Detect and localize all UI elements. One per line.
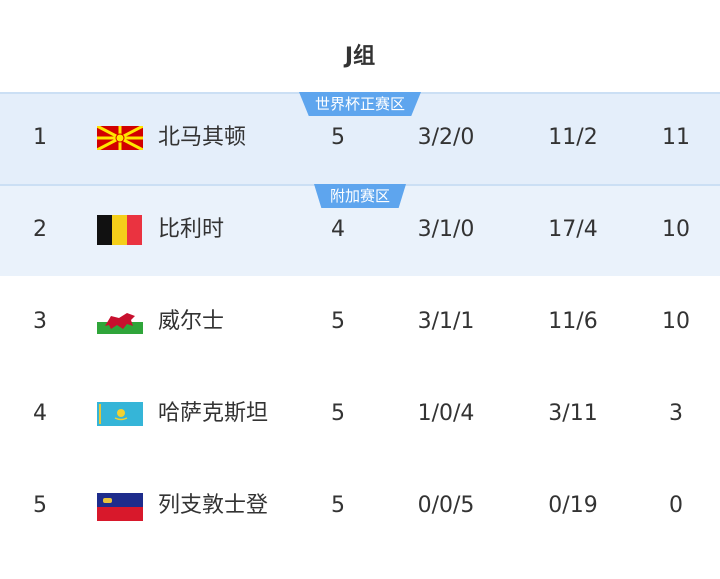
standings-row[interactable]: 5 列支敦士登 5 0/0/5 0/19 0 <box>0 460 720 552</box>
liechtenstein-flag-icon <box>97 493 143 521</box>
win-draw-loss: 3/1/1 <box>417 309 475 334</box>
qualification-badge: 附加赛区 <box>313 184 407 208</box>
win-draw-loss: 0/0/5 <box>417 493 475 518</box>
points: 0 <box>669 493 683 518</box>
belgium-flag-icon <box>97 215 142 245</box>
goals: 17/4 <box>548 217 598 242</box>
points: 3 <box>669 401 683 426</box>
played: 5 <box>331 125 345 150</box>
rank: 3 <box>33 309 47 334</box>
north-macedonia-flag-icon <box>97 126 143 150</box>
goals: 3/11 <box>548 401 598 426</box>
team-name[interactable]: 列支敦士登 <box>158 493 269 518</box>
team-name[interactable]: 北马其顿 <box>158 125 247 150</box>
points: 10 <box>662 217 690 242</box>
rank: 1 <box>33 125 47 150</box>
standings-row[interactable]: 世界杯正赛区 1 北马其顿 5 3/2/0 11/2 11 <box>0 92 720 184</box>
points: 10 <box>662 309 690 334</box>
team-name[interactable]: 哈萨克斯坦 <box>158 401 269 426</box>
team-name[interactable]: 比利时 <box>158 217 225 242</box>
kazakhstan-flag-icon <box>97 402 143 426</box>
goals: 11/2 <box>548 125 598 150</box>
standings-row[interactable]: 4 哈萨克斯坦 5 1/0/4 3/11 3 <box>0 368 720 460</box>
team-name[interactable]: 威尔士 <box>158 309 225 334</box>
rank: 2 <box>33 217 47 242</box>
qualification-badge: 世界杯正赛区 <box>298 92 422 116</box>
standings-row[interactable]: 附加赛区 2 比利时 4 3/1/0 17/4 10 <box>0 184 720 276</box>
group-title: J组 <box>344 44 376 69</box>
rank: 4 <box>33 401 47 426</box>
win-draw-loss: 1/0/4 <box>417 401 475 426</box>
goals: 11/6 <box>548 309 598 334</box>
win-draw-loss: 3/1/0 <box>417 217 475 242</box>
played: 4 <box>331 217 345 242</box>
wales-flag-icon <box>97 310 143 334</box>
rank: 5 <box>33 493 47 518</box>
points: 11 <box>662 125 690 150</box>
played: 5 <box>331 493 345 518</box>
standings-row[interactable]: 3 威尔士 5 3/1/1 11/6 10 <box>0 276 720 368</box>
goals: 0/19 <box>548 493 598 518</box>
played: 5 <box>331 309 345 334</box>
win-draw-loss: 3/2/0 <box>417 125 475 150</box>
played: 5 <box>331 401 345 426</box>
